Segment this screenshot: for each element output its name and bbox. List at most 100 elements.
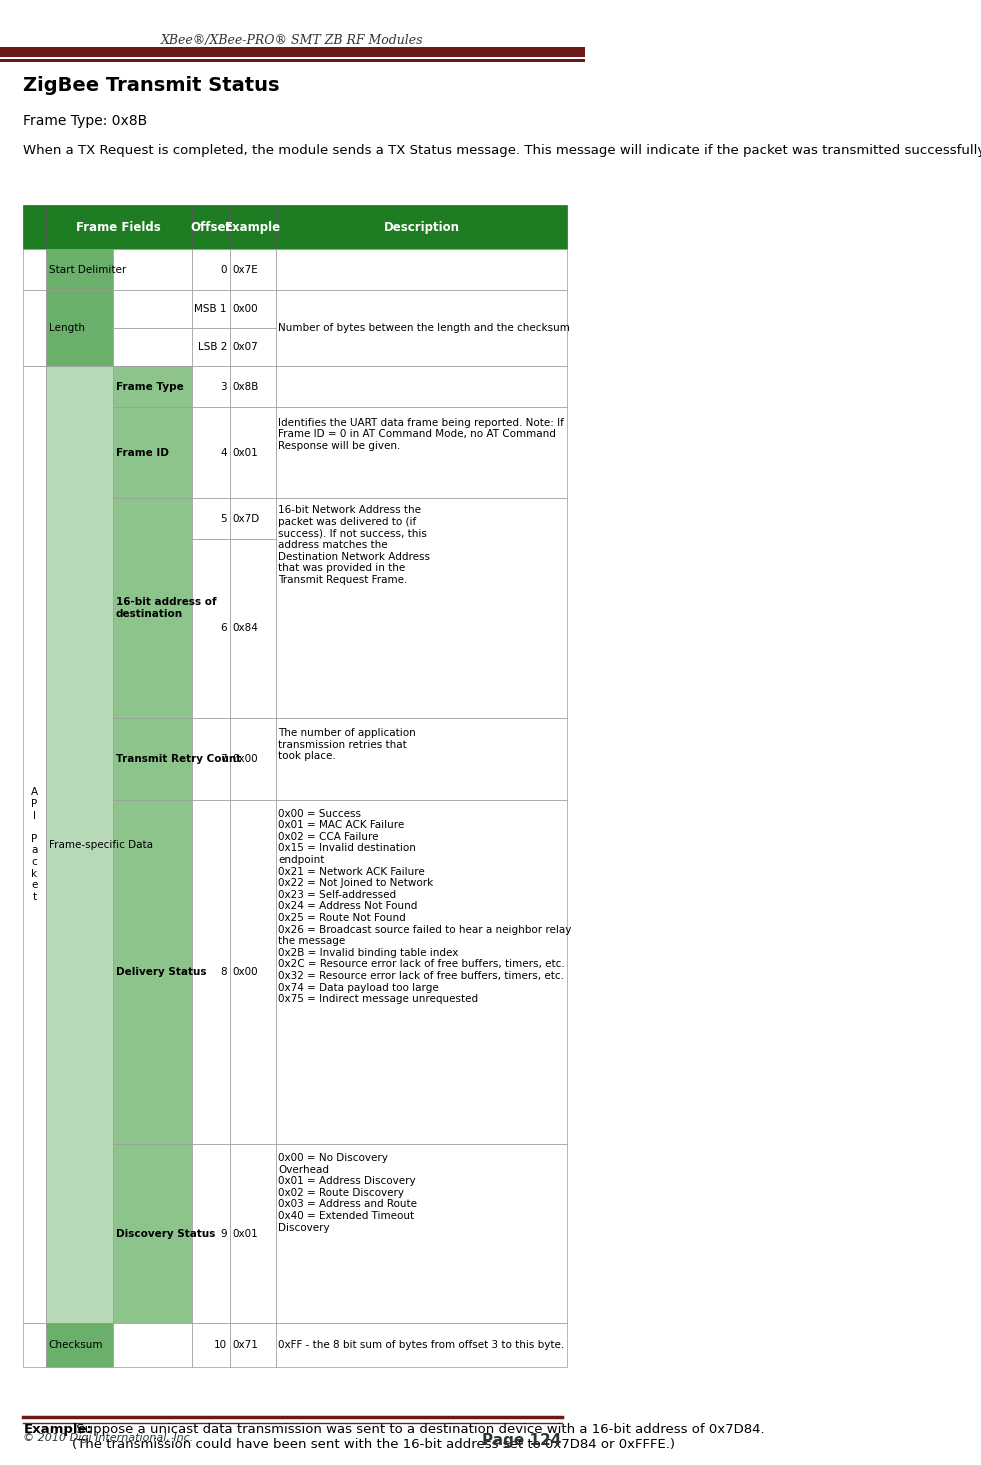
Text: XBee®/XBee-PRO® SMT ZB RF Modules: XBee®/XBee-PRO® SMT ZB RF Modules [161, 34, 424, 47]
FancyBboxPatch shape [276, 1323, 567, 1367]
FancyBboxPatch shape [276, 1144, 567, 1323]
FancyBboxPatch shape [276, 290, 567, 366]
FancyBboxPatch shape [46, 249, 113, 290]
Text: 0x01: 0x01 [232, 1229, 259, 1238]
Text: 0x8B: 0x8B [232, 382, 259, 391]
Text: The number of application
transmission retries that
took place.: The number of application transmission r… [279, 728, 416, 762]
Text: © 2010 Digi International, Inc.: © 2010 Digi International, Inc. [24, 1433, 193, 1443]
Text: 0x71: 0x71 [232, 1340, 259, 1349]
FancyBboxPatch shape [113, 407, 192, 498]
Text: 8: 8 [221, 967, 227, 977]
Text: 3: 3 [221, 382, 227, 391]
FancyBboxPatch shape [46, 205, 192, 249]
Text: 0x7D: 0x7D [232, 514, 260, 523]
FancyBboxPatch shape [230, 1323, 276, 1367]
Text: 4: 4 [221, 448, 227, 457]
FancyBboxPatch shape [113, 328, 192, 366]
FancyBboxPatch shape [192, 407, 230, 498]
FancyBboxPatch shape [276, 407, 567, 498]
Text: Identifies the UART data frame being reported. Note: If
Frame ID = 0 in AT Comma: Identifies the UART data frame being rep… [279, 418, 564, 451]
Text: When a TX Request is completed, the module sends a TX Status message. This messa: When a TX Request is completed, the modu… [24, 144, 981, 157]
FancyBboxPatch shape [230, 290, 276, 328]
Text: ZigBee Transmit Status: ZigBee Transmit Status [24, 76, 280, 95]
Text: 0x00 = No Discovery
Overhead
0x01 = Address Discovery
0x02 = Route Discovery
0x0: 0x00 = No Discovery Overhead 0x01 = Addr… [279, 1153, 418, 1232]
Text: 0x7E: 0x7E [232, 265, 259, 274]
FancyBboxPatch shape [192, 205, 230, 249]
Text: Suppose a unicast data transmission was sent to a destination device with a 16-b: Suppose a unicast data transmission was … [72, 1423, 764, 1450]
FancyBboxPatch shape [113, 290, 192, 328]
FancyBboxPatch shape [46, 290, 113, 366]
Text: 9: 9 [221, 1229, 227, 1238]
FancyBboxPatch shape [192, 1323, 230, 1367]
Text: Transmit Retry Count: Transmit Retry Count [116, 754, 241, 763]
Text: 0x01: 0x01 [232, 448, 259, 457]
Text: 0x84: 0x84 [232, 624, 259, 633]
Text: A
P
I

P
a
c
k
e
t: A P I P a c k e t [31, 787, 38, 902]
Text: 0xFF - the 8 bit sum of bytes from offset 3 to this byte.: 0xFF - the 8 bit sum of bytes from offse… [279, 1340, 565, 1349]
FancyBboxPatch shape [113, 498, 192, 718]
Text: Length: Length [48, 324, 84, 333]
FancyBboxPatch shape [230, 205, 276, 249]
FancyBboxPatch shape [24, 1323, 46, 1367]
FancyBboxPatch shape [276, 498, 567, 718]
FancyBboxPatch shape [113, 800, 192, 1144]
Text: 6: 6 [221, 624, 227, 633]
Text: 0x00: 0x00 [232, 305, 258, 314]
Text: Number of bytes between the length and the checksum: Number of bytes between the length and t… [279, 324, 570, 333]
FancyBboxPatch shape [24, 205, 46, 249]
FancyBboxPatch shape [230, 328, 276, 366]
FancyBboxPatch shape [113, 366, 192, 407]
Text: 16-bit address of
destination: 16-bit address of destination [116, 598, 217, 618]
FancyBboxPatch shape [24, 249, 46, 290]
FancyBboxPatch shape [276, 205, 567, 249]
FancyBboxPatch shape [276, 800, 567, 1144]
Text: 10: 10 [214, 1340, 227, 1349]
Text: 7: 7 [221, 754, 227, 763]
FancyBboxPatch shape [230, 800, 276, 1144]
FancyBboxPatch shape [192, 290, 230, 328]
FancyBboxPatch shape [276, 249, 567, 290]
Text: Offset: Offset [190, 221, 232, 233]
Text: 0x00 = Success
0x01 = MAC ACK Failure
0x02 = CCA Failure
0x15 = Invalid destinat: 0x00 = Success 0x01 = MAC ACK Failure 0x… [279, 809, 572, 1005]
FancyBboxPatch shape [46, 366, 113, 1323]
Text: 16-bit Network Address the
packet was delivered to (if
success). If not success,: 16-bit Network Address the packet was de… [279, 505, 431, 585]
Text: MSB 1: MSB 1 [194, 305, 227, 314]
Text: Start Delimiter: Start Delimiter [48, 265, 126, 274]
FancyBboxPatch shape [192, 366, 230, 407]
FancyBboxPatch shape [113, 1144, 192, 1323]
FancyBboxPatch shape [192, 1144, 230, 1323]
FancyBboxPatch shape [192, 800, 230, 1144]
FancyBboxPatch shape [230, 718, 276, 800]
FancyBboxPatch shape [192, 328, 230, 366]
Text: Example: Example [225, 221, 281, 233]
Text: Delivery Status: Delivery Status [116, 967, 206, 977]
Text: 0x07: 0x07 [232, 343, 259, 352]
FancyBboxPatch shape [192, 498, 230, 539]
FancyBboxPatch shape [230, 539, 276, 718]
Text: Example:: Example: [24, 1423, 92, 1436]
Text: Discovery Status: Discovery Status [116, 1229, 215, 1238]
Text: Frame Type: Frame Type [116, 382, 183, 391]
FancyBboxPatch shape [192, 539, 230, 718]
FancyBboxPatch shape [230, 1144, 276, 1323]
FancyBboxPatch shape [46, 1323, 113, 1367]
Text: Frame ID: Frame ID [116, 448, 169, 457]
Text: 0x00: 0x00 [232, 754, 258, 763]
FancyBboxPatch shape [230, 366, 276, 407]
Text: 0x00: 0x00 [232, 967, 258, 977]
FancyBboxPatch shape [276, 366, 567, 407]
Text: Frame-specific Data: Frame-specific Data [48, 839, 153, 850]
Text: 0: 0 [221, 265, 227, 274]
FancyBboxPatch shape [276, 718, 567, 800]
Text: Checksum: Checksum [48, 1340, 103, 1349]
Text: 5: 5 [221, 514, 227, 523]
FancyBboxPatch shape [24, 366, 46, 1323]
FancyBboxPatch shape [113, 1323, 192, 1367]
FancyBboxPatch shape [230, 407, 276, 498]
FancyBboxPatch shape [113, 718, 192, 800]
Text: Page 124: Page 124 [483, 1433, 561, 1447]
Text: Frame Fields: Frame Fields [77, 221, 161, 233]
Text: LSB 2: LSB 2 [197, 343, 227, 352]
FancyBboxPatch shape [0, 47, 585, 57]
Text: Description: Description [384, 221, 459, 233]
